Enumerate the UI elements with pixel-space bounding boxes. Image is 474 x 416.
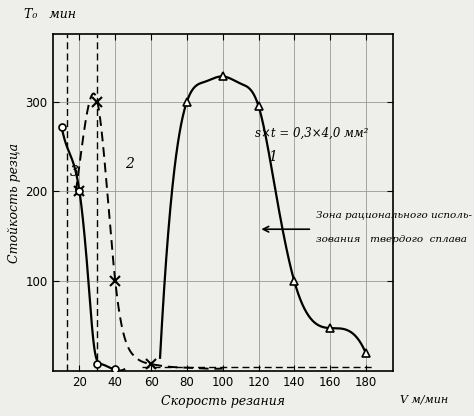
- Y-axis label: Стойкость резца: Стойкость резца: [9, 143, 21, 263]
- Text: T₀   мин: T₀ мин: [24, 7, 76, 21]
- Text: 3: 3: [70, 165, 79, 179]
- Text: 1: 1: [268, 150, 277, 164]
- Text: V м/мин: V м/мин: [400, 395, 448, 405]
- Text: зования   твердого  сплава: зования твердого сплава: [316, 235, 467, 244]
- Text: 2: 2: [125, 158, 134, 171]
- X-axis label: Скорость резания: Скорость резания: [161, 395, 285, 408]
- Text: s×t = 0,3×4,0 мм²: s×t = 0,3×4,0 мм²: [255, 126, 368, 139]
- Text: Зона рационального исполь-: Зона рационального исполь-: [316, 211, 472, 220]
